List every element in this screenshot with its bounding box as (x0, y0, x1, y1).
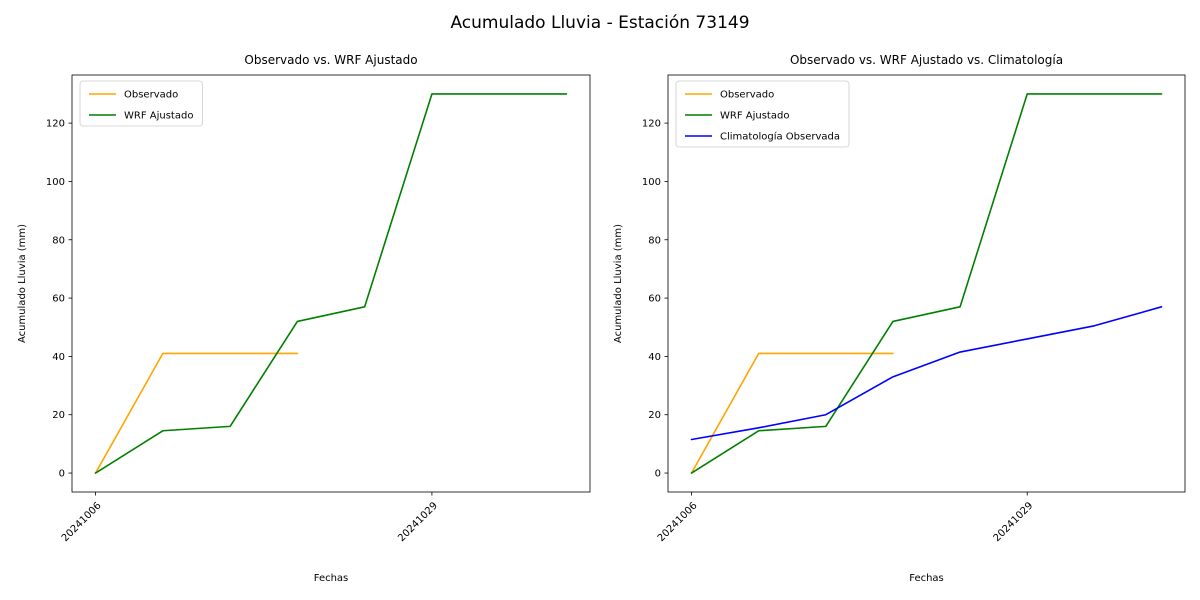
legend-label: Observado (124, 90, 178, 101)
y-tick-label: 60 (648, 294, 661, 305)
legend-label: Climatología Observada (720, 131, 840, 143)
y-tick-label: 0 (59, 469, 65, 480)
subplot-left: 0 20 40 60 80 100 120 20241006 20241029 Observado… (17, 53, 591, 584)
x-tick-label: 20241029 (992, 500, 1036, 544)
y-tick-label: 120 (46, 119, 65, 130)
axes-frame (667, 74, 1186, 493)
x-tick-label: 20241006 (60, 500, 104, 544)
x-tick-label: 20241006 (656, 500, 700, 544)
y-tick-label: 40 (52, 352, 65, 363)
y-tick-label: 20 (648, 410, 661, 421)
x-axis-label: Fechas (909, 573, 944, 584)
series-line-climatolog-a-observada (690, 306, 1163, 441)
y-axis-label: Acumulado Lluvia (mm) (613, 224, 624, 343)
y-tick-label: 60 (52, 294, 65, 305)
y-tick-label: 100 (642, 177, 661, 188)
y-tick-label: 80 (52, 235, 65, 246)
legend: Observado WRF Ajustado (79, 80, 203, 127)
y-axis-label: Acumulado Lluvia (mm) (17, 224, 28, 343)
legend-label: WRF Ajustado (720, 111, 789, 122)
series-line-observado (690, 352, 894, 474)
x-tick-label: 20241029 (396, 500, 440, 544)
series-line-observado (94, 352, 299, 474)
y-tick-label: 40 (648, 352, 661, 363)
y-tick-label: 120 (642, 119, 661, 130)
subplot-title: Observado vs. WRF Ajustado (244, 53, 417, 67)
legend-label: WRF Ajustado (124, 111, 193, 122)
subplot-title: Observado vs. WRF Ajustado vs. Climatolo… (790, 53, 1063, 67)
x-axis-label: Fechas (314, 573, 349, 584)
y-tick-label: 20 (52, 410, 65, 421)
axes-frame (71, 74, 591, 493)
y-tick-label: 100 (46, 177, 65, 188)
y-tick-label: 0 (655, 469, 661, 480)
legend: Observado WRF Ajustado Climatología Observ… (675, 80, 850, 148)
subplot-right: 0 20 40 60 80 100 120 20241006 20241029 Observado… (613, 53, 1186, 584)
series-line-wrf-ajustado (690, 93, 1163, 474)
legend-label: Observado (720, 90, 774, 101)
legend-frame (675, 80, 850, 148)
y-tick-label: 80 (648, 235, 661, 246)
series-line-wrf-ajustado (94, 93, 568, 474)
figure-title: Acumulado Lluvia - Estación 73149 (450, 13, 749, 33)
